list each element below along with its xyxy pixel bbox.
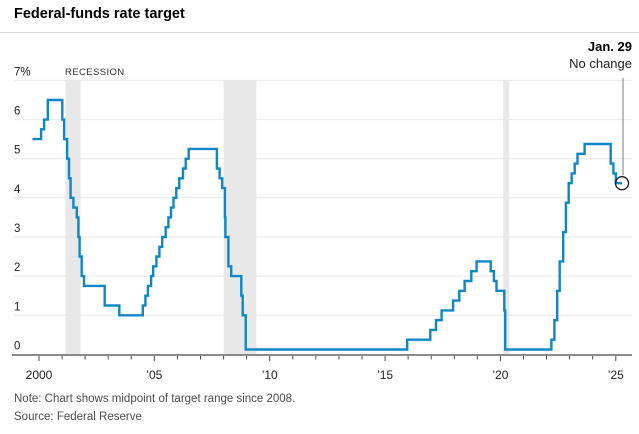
chart-footer: Note: Chart shows midpoint of target ran… [14,390,295,426]
recession-band [65,80,81,356]
y-axis-label: 5 [14,145,20,157]
y-axis-label: 1 [14,301,20,313]
annotation-date: Jan. 29 [587,39,632,54]
chart-note: Note: Chart shows midpoint of target ran… [14,393,296,405]
chart-title: Federal-funds rate target [14,6,185,22]
header-divider [0,32,639,33]
x-axis-label: ’10 [262,368,278,382]
y-axis-label: 0 [14,340,20,352]
y-axis-label: 4 [14,184,21,196]
x-axis-label: ’15 [377,368,393,382]
y-axis-label: 6 [14,106,20,118]
annotation-text: No change [569,56,632,71]
x-axis-label: ’20 [492,368,508,382]
x-axis-label: ’25 [608,368,624,382]
recession-label: RECESSION [65,67,125,78]
recession-band [503,80,510,356]
x-axis-label: 2000 [26,368,53,382]
rate-step-line [32,98,622,351]
y-axis-label: 3 [14,223,20,235]
y-axis-label: 7% [14,66,31,78]
chart-source: Source: Federal Reserve [14,411,142,423]
recession-band [223,80,257,356]
annotation: Jan. 29 No change [569,38,632,72]
x-axis-label: ’05 [146,368,162,382]
end-marker-circle [614,176,630,191]
y-axis-label: 2 [14,262,20,274]
